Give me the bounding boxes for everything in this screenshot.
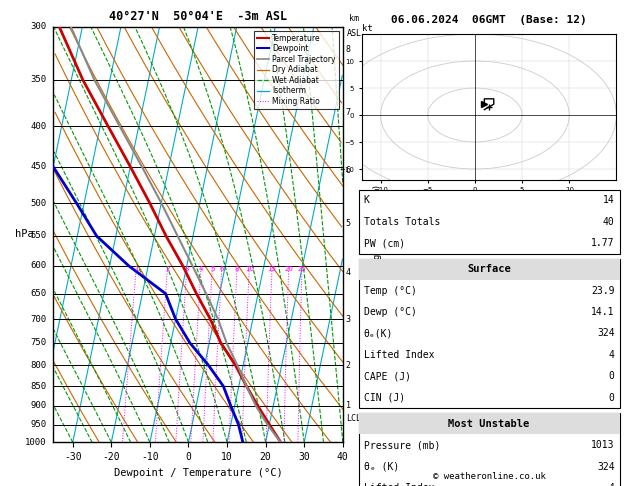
Text: LCL: LCL [346, 414, 360, 423]
Text: 1.77: 1.77 [591, 238, 615, 248]
Text: θₑ(K): θₑ(K) [364, 329, 393, 338]
Text: 324: 324 [597, 329, 615, 338]
Text: Dewp (°C): Dewp (°C) [364, 307, 416, 317]
Text: 3: 3 [346, 314, 351, 324]
Text: 600: 600 [30, 261, 47, 270]
Text: Totals Totals: Totals Totals [364, 217, 440, 226]
Text: 2: 2 [165, 266, 170, 272]
Text: 800: 800 [30, 361, 47, 370]
Text: 14.1: 14.1 [591, 307, 615, 317]
Text: 4: 4 [199, 266, 203, 272]
Text: PW (cm): PW (cm) [364, 238, 404, 248]
Text: Pressure (mb): Pressure (mb) [364, 440, 440, 450]
Text: 2: 2 [346, 361, 351, 370]
Text: 0: 0 [609, 393, 615, 402]
Text: K: K [364, 195, 369, 205]
Text: 5: 5 [346, 219, 351, 227]
Legend: Temperature, Dewpoint, Parcel Trajectory, Dry Adiabat, Wet Adiabat, Isotherm, Mi: Temperature, Dewpoint, Parcel Trajectory… [254, 31, 339, 109]
Text: Lifted Index: Lifted Index [364, 350, 434, 360]
Text: 900: 900 [30, 401, 47, 410]
Text: θₑ (K): θₑ (K) [364, 462, 399, 471]
Text: CAPE (J): CAPE (J) [364, 371, 411, 381]
Text: 1013: 1013 [591, 440, 615, 450]
Text: 500: 500 [30, 199, 47, 208]
Text: 950: 950 [30, 420, 47, 429]
X-axis label: Dewpoint / Temperature (°C): Dewpoint / Temperature (°C) [114, 468, 282, 478]
Text: 20: 20 [284, 266, 293, 272]
Text: 4: 4 [609, 483, 615, 486]
Text: hPa: hPa [15, 229, 34, 240]
Text: km: km [349, 14, 359, 22]
Text: 3: 3 [185, 266, 189, 272]
Text: 23.9: 23.9 [591, 286, 615, 295]
Text: 1: 1 [346, 401, 351, 410]
Text: Temp (°C): Temp (°C) [364, 286, 416, 295]
Text: 324: 324 [597, 462, 615, 471]
Text: 850: 850 [30, 382, 47, 391]
Text: 300: 300 [30, 22, 47, 31]
Text: 6: 6 [220, 266, 224, 272]
Text: 400: 400 [30, 122, 47, 131]
Text: 450: 450 [30, 162, 47, 171]
Text: Surface: Surface [467, 264, 511, 274]
Text: Mixing Ratio (g/kg): Mixing Ratio (g/kg) [373, 183, 382, 286]
Text: 15: 15 [268, 266, 277, 272]
Text: 650: 650 [30, 289, 47, 298]
Text: 7: 7 [346, 108, 351, 117]
Text: 10: 10 [245, 266, 254, 272]
Text: 8: 8 [235, 266, 240, 272]
Text: © weatheronline.co.uk: © weatheronline.co.uk [433, 472, 545, 481]
Text: 750: 750 [30, 338, 47, 347]
Text: Lifted Index: Lifted Index [364, 483, 434, 486]
Text: 25: 25 [298, 266, 306, 272]
Text: 06.06.2024  06GMT  (Base: 12): 06.06.2024 06GMT (Base: 12) [391, 15, 587, 25]
Text: 4: 4 [346, 268, 351, 278]
Text: ASL: ASL [347, 29, 362, 38]
Text: 1000: 1000 [25, 438, 47, 447]
Text: 4: 4 [609, 350, 615, 360]
Text: CIN (J): CIN (J) [364, 393, 404, 402]
Text: 5: 5 [210, 266, 214, 272]
Text: 0: 0 [609, 371, 615, 381]
Text: kt: kt [362, 24, 372, 33]
Text: 40: 40 [603, 217, 615, 226]
Text: 6: 6 [346, 166, 351, 175]
Text: 8: 8 [346, 45, 351, 53]
Text: Most Unstable: Most Unstable [448, 419, 530, 429]
Text: 1: 1 [134, 266, 138, 272]
Text: 550: 550 [30, 231, 47, 241]
Text: 14: 14 [603, 195, 615, 205]
Text: 350: 350 [30, 75, 47, 85]
Text: 700: 700 [30, 314, 47, 324]
Text: 40°27'N  50°04'E  -3m ASL: 40°27'N 50°04'E -3m ASL [109, 10, 287, 22]
